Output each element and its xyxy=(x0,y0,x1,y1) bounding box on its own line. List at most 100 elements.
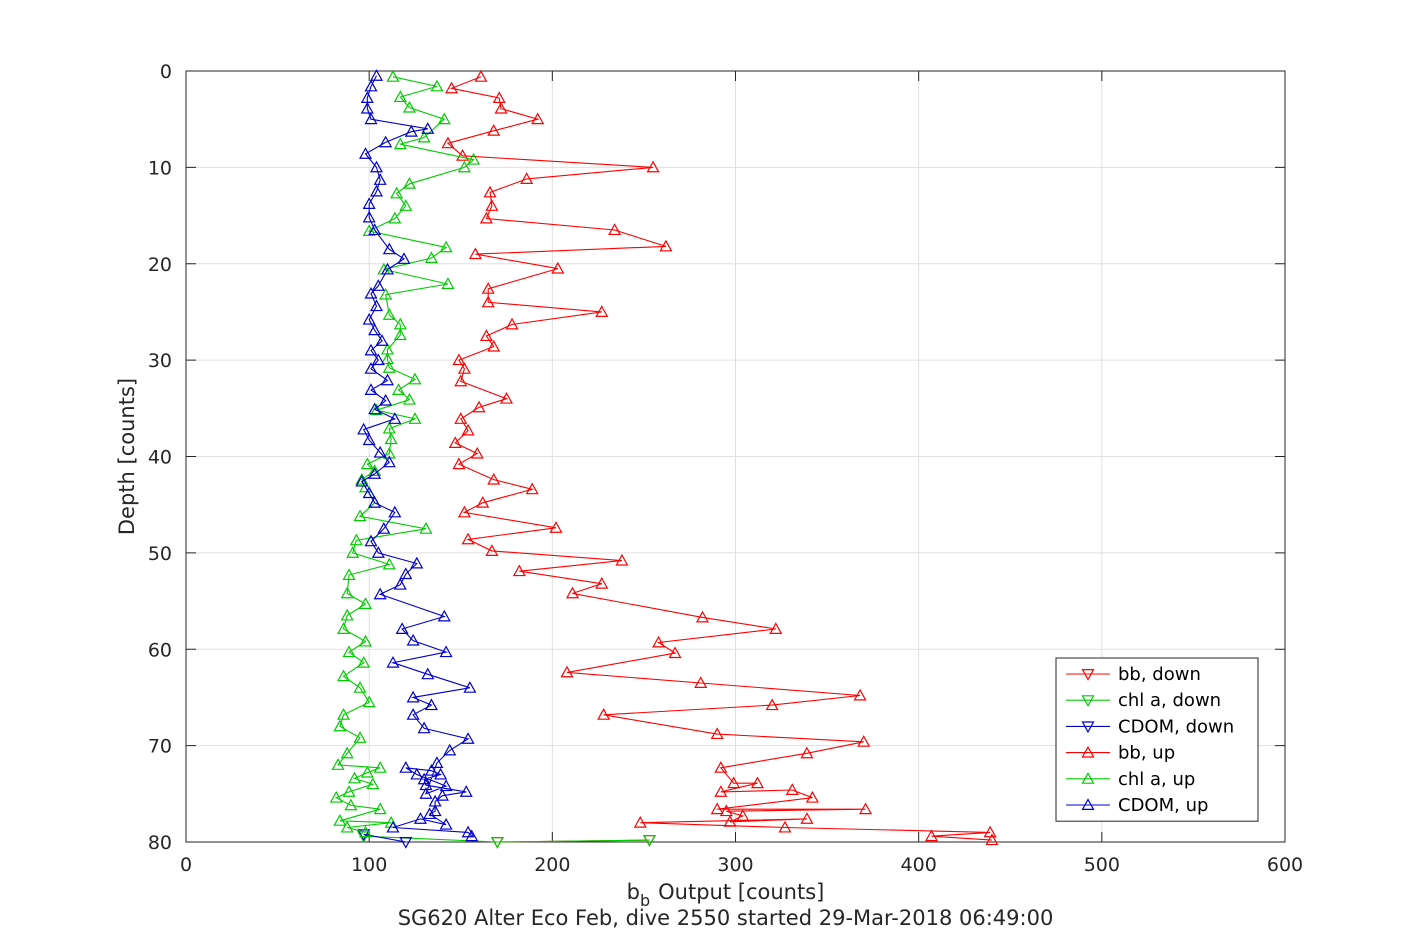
data-point xyxy=(434,767,448,780)
data-point xyxy=(476,496,490,508)
data-point xyxy=(410,767,424,780)
data-point xyxy=(346,546,360,558)
data-point xyxy=(714,785,728,797)
data-point xyxy=(368,464,382,476)
legend-entry: bb, up xyxy=(1066,743,1175,764)
data-point xyxy=(380,342,395,355)
grid-lines xyxy=(185,70,1286,843)
data-point xyxy=(853,688,867,701)
data-point xyxy=(382,242,396,255)
data-point xyxy=(465,829,479,842)
data-point xyxy=(342,785,356,797)
data-point xyxy=(371,279,385,291)
data-point xyxy=(406,690,420,703)
data-point xyxy=(487,339,501,352)
data-point xyxy=(549,521,563,533)
data-point xyxy=(364,383,378,396)
data-point xyxy=(371,353,385,366)
data-point xyxy=(778,820,792,833)
data-point xyxy=(531,112,545,125)
data-point xyxy=(397,252,411,264)
data-point xyxy=(435,789,449,801)
data-point xyxy=(452,457,466,470)
data-point xyxy=(461,732,475,744)
series-4 xyxy=(329,70,481,838)
data-point xyxy=(388,412,402,424)
data-point xyxy=(479,329,493,342)
data-point xyxy=(364,362,378,374)
data-point xyxy=(399,761,413,773)
data-point xyxy=(362,695,376,708)
data-point xyxy=(512,564,526,577)
data-point xyxy=(333,719,347,732)
data-point xyxy=(364,112,378,125)
legend-marker xyxy=(1081,772,1095,784)
data-point xyxy=(393,137,407,150)
data-point xyxy=(362,197,376,209)
data-point xyxy=(373,587,387,600)
data-point xyxy=(380,352,395,365)
data-point xyxy=(355,474,369,487)
data-point xyxy=(769,622,783,635)
chart-caption: SG620 Alter Eco Feb, dive 2550 started 2… xyxy=(398,906,1054,930)
data-point xyxy=(369,160,384,173)
data-point xyxy=(437,112,451,125)
data-point xyxy=(487,472,501,485)
legend-marker xyxy=(1081,695,1095,707)
data-point xyxy=(382,361,396,373)
data-point xyxy=(472,400,486,413)
data-point xyxy=(668,646,682,659)
y-tick-label: 10 xyxy=(148,157,172,179)
data-point xyxy=(459,785,473,797)
data-point xyxy=(437,609,451,622)
data-point xyxy=(349,533,363,546)
data-point xyxy=(608,223,622,236)
data-point xyxy=(520,172,534,184)
data-point xyxy=(490,836,504,849)
data-point xyxy=(428,804,442,817)
data-point xyxy=(505,317,519,330)
data-point xyxy=(633,815,647,828)
y-tick-label: 70 xyxy=(148,736,172,758)
data-point xyxy=(369,299,384,312)
data-point xyxy=(424,251,438,263)
data-point xyxy=(379,287,393,300)
data-point xyxy=(424,698,438,711)
data-point xyxy=(785,783,799,795)
series-5 xyxy=(355,69,479,842)
legend-entry: bb, down xyxy=(1066,664,1201,685)
data-point xyxy=(457,160,471,173)
data-point xyxy=(408,412,422,424)
data-point xyxy=(441,136,455,149)
axis-ticks xyxy=(185,70,1286,843)
data-point xyxy=(800,746,814,759)
data-point xyxy=(859,802,873,815)
data-point xyxy=(470,446,484,459)
data-point xyxy=(430,79,444,92)
data-point xyxy=(358,147,373,159)
data-point xyxy=(402,177,416,189)
legend-marker xyxy=(1081,668,1095,681)
series-2 xyxy=(357,829,413,849)
data-point xyxy=(481,295,495,308)
data-point xyxy=(800,812,814,824)
data-point xyxy=(750,776,764,789)
data-point xyxy=(399,836,413,849)
data-point xyxy=(490,836,504,849)
data-point xyxy=(331,758,345,770)
data-point xyxy=(384,432,398,445)
data-point xyxy=(694,676,708,688)
data-point xyxy=(362,486,376,499)
data-point xyxy=(357,422,371,435)
data-point xyxy=(485,544,499,556)
data-point xyxy=(371,546,385,558)
data-point xyxy=(413,812,427,824)
x-tick-label: 500 xyxy=(1084,854,1120,876)
data-point xyxy=(368,402,382,415)
y-tick-label: 40 xyxy=(148,447,172,469)
data-point xyxy=(353,681,367,693)
series-3 xyxy=(441,70,999,846)
data-point xyxy=(439,240,453,253)
data-point xyxy=(483,185,497,198)
